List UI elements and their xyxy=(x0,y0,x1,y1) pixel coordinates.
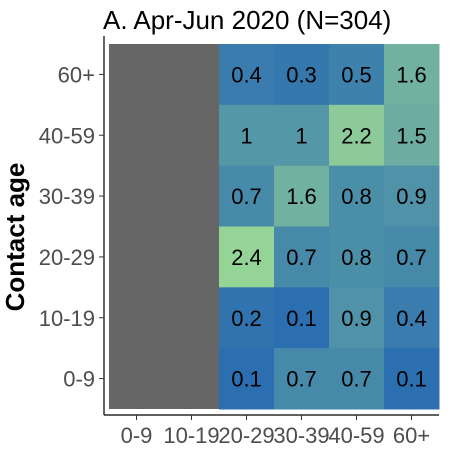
cell-value-label: 1 xyxy=(295,123,307,148)
heatmap-cell xyxy=(384,348,440,410)
cell-value-label: 0.1 xyxy=(286,306,317,331)
y-tick-label: 30-39 xyxy=(39,184,95,209)
plot-area: 0.4 0.3 0.5 1.6 1 1 2.2 1.5 0.7 1.6 0.8 0.9 2.4 0.7 0.… xyxy=(109,44,440,410)
y-tick-label: 60+ xyxy=(58,62,95,87)
cell-value-label: 1.5 xyxy=(396,123,427,148)
cell-value-label: 0.8 xyxy=(341,245,372,270)
x-tick-label: 0-9 xyxy=(121,423,153,448)
chart-title: A. Apr-Jun 2020 (N=304) xyxy=(103,5,391,35)
cell-value-label: 2.4 xyxy=(231,245,262,270)
heatmap-cell xyxy=(329,104,385,167)
heatmap-cell xyxy=(274,104,330,167)
heatmap-cell xyxy=(384,104,440,167)
heatmap-cell xyxy=(384,287,440,349)
heatmap-cell xyxy=(219,226,275,288)
heatmap-cell xyxy=(274,287,330,349)
heatmap-cell xyxy=(219,104,275,167)
cell-value-label: 0.1 xyxy=(231,367,262,392)
cell-value-label: 0.4 xyxy=(396,306,427,331)
y-tick-label: 10-19 xyxy=(39,306,95,331)
cell-value-label: 0.4 xyxy=(231,62,262,87)
heatmap-cell xyxy=(219,348,275,410)
heatmap-cell xyxy=(274,165,330,227)
heatmap-cell xyxy=(274,348,330,410)
cell-value-label: 0.7 xyxy=(231,184,262,209)
cell-value-label: 0.5 xyxy=(341,62,372,87)
x-tick-label: 20-29 xyxy=(218,423,274,448)
x-tick-label: 60+ xyxy=(393,423,430,448)
cell-value-label: 0.7 xyxy=(396,245,427,270)
x-tick-label: 30-39 xyxy=(273,423,329,448)
heatmap-cell xyxy=(329,226,385,288)
cell-value-label: 0.8 xyxy=(341,184,372,209)
heatmap-cell xyxy=(384,44,440,106)
heatmap-cell xyxy=(274,44,330,106)
x-tick-label: 10-19 xyxy=(163,423,219,448)
y-tick-label: 40-59 xyxy=(39,123,95,148)
y-tick-label: 20-29 xyxy=(39,245,95,270)
heatmap-cell xyxy=(219,44,275,106)
y-axis-label: Contact age xyxy=(0,163,30,312)
cell-value-label: 2.2 xyxy=(341,123,372,148)
y-tick-label: 0-9 xyxy=(63,367,95,392)
heatmap-cell xyxy=(384,226,440,288)
cell-value-label: 0.9 xyxy=(396,184,427,209)
heatmap-cell xyxy=(219,287,275,349)
cell-value-label: 1.6 xyxy=(286,184,317,209)
cell-value-label: 0.3 xyxy=(286,62,317,87)
heatmap-cell xyxy=(329,44,385,106)
cell-value-label: 0.9 xyxy=(341,306,372,331)
cell-value-label: 0.7 xyxy=(341,367,372,392)
heatmap-cell xyxy=(329,348,385,410)
cell-value-label: 0.1 xyxy=(396,367,427,392)
cell-value-label: 1.6 xyxy=(396,62,427,87)
heatmap-cell xyxy=(274,226,330,288)
cell-value-label: 0.2 xyxy=(231,306,262,331)
cell-value-label: 1 xyxy=(240,123,252,148)
heatmap-cell xyxy=(219,165,275,227)
cell-value-label: 0.7 xyxy=(286,367,317,392)
cell-value-label: 0.7 xyxy=(286,245,317,270)
heatmap-cell xyxy=(329,165,385,227)
heatmap-cell xyxy=(384,165,440,227)
x-tick-label: 40-59 xyxy=(328,423,384,448)
heatmap-cell xyxy=(329,287,385,349)
missing-data-block xyxy=(109,44,219,409)
